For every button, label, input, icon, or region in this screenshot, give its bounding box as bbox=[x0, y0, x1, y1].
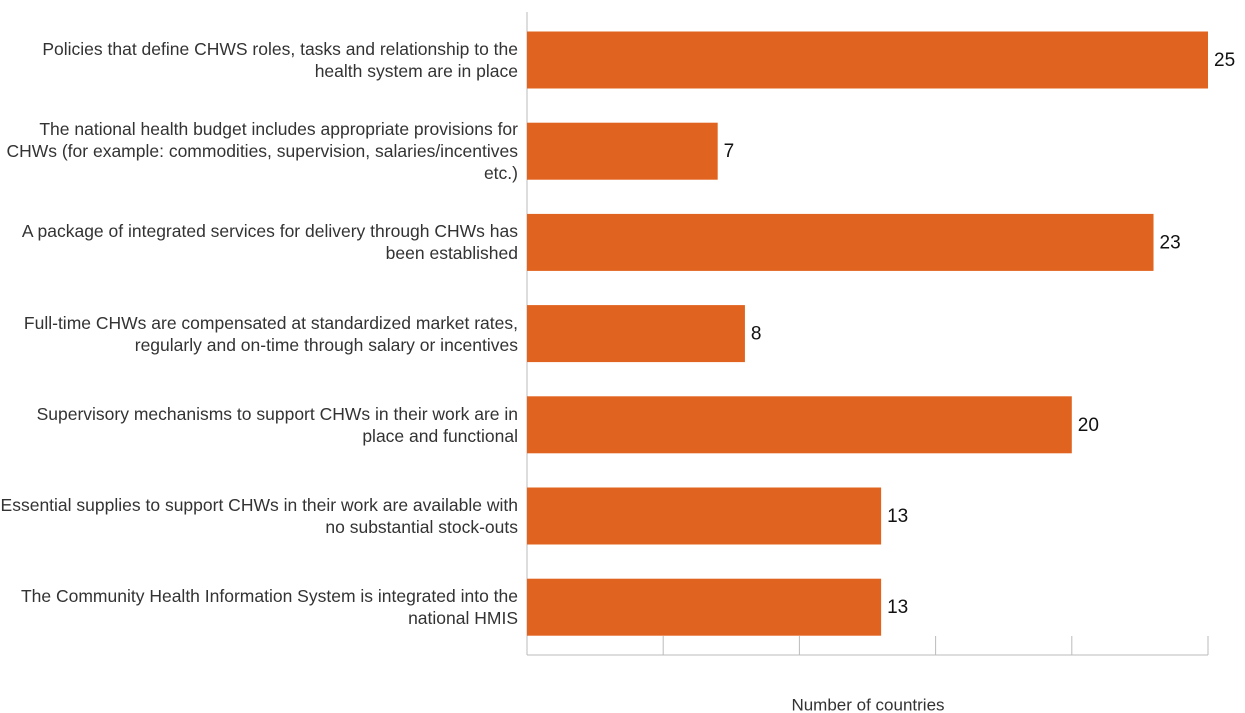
bar bbox=[527, 396, 1072, 454]
x-axis-label: Number of countries bbox=[791, 695, 944, 713]
category-label: The Community Health Information System … bbox=[20, 586, 518, 629]
bar bbox=[527, 213, 1154, 271]
data-label: 8 bbox=[751, 324, 762, 345]
bar bbox=[527, 31, 1208, 89]
data-label: 13 bbox=[887, 506, 908, 527]
data-label: 13 bbox=[887, 597, 908, 618]
bar bbox=[527, 487, 882, 545]
category-label: The national health budget includes appr… bbox=[6, 119, 518, 184]
data-label: 23 bbox=[1160, 232, 1181, 253]
bar bbox=[527, 305, 745, 363]
data-label: 7 bbox=[724, 141, 735, 162]
category-label: Supervisory mechanisms to support CHWs i… bbox=[36, 403, 518, 446]
bar bbox=[527, 578, 882, 636]
category-label: Essential supplies to support CHWs in th… bbox=[0, 495, 518, 537]
category-label: A package of integrated services for del… bbox=[21, 221, 518, 264]
category-label: Policies that define CHWS roles, tasks a… bbox=[42, 39, 518, 81]
data-label: 20 bbox=[1078, 415, 1099, 436]
data-label: 25 bbox=[1214, 50, 1235, 71]
category-label: Full-time CHWs are compensated at standa… bbox=[23, 312, 518, 355]
bar bbox=[527, 122, 718, 180]
